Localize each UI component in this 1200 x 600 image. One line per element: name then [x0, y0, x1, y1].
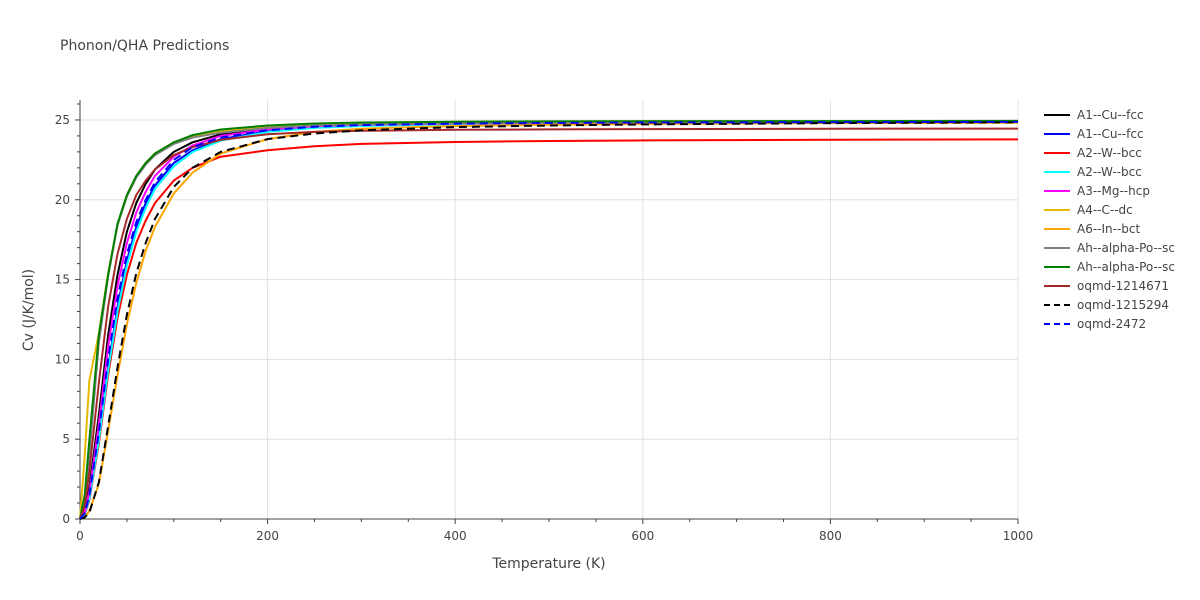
series-group: [79, 119, 1019, 520]
series-line: [79, 120, 1018, 520]
legend-entry-label[interactable]: A2--W--bcc: [1077, 165, 1142, 179]
series-line: [79, 120, 1019, 520]
axes: 0 200 400 600 800 1000 0 5 10 15 20 25: [55, 100, 1034, 543]
legend-entry-label[interactable]: A3--Mg--hcp: [1077, 184, 1150, 198]
series-line: [79, 120, 1019, 520]
x-axis-label: Temperature (K): [491, 556, 605, 572]
x-tick-label: 0: [76, 529, 84, 543]
series-line: [79, 121, 1019, 520]
series-line: [79, 138, 1019, 520]
legend-entry-label[interactable]: A2--W--bcc: [1077, 146, 1142, 160]
series-line: [79, 120, 1019, 520]
y-tick-label: 25: [55, 113, 70, 127]
legend: A1--Cu--fcc A1--Cu--fcc A2--W--bcc A2--W--b…: [1044, 108, 1175, 331]
legend-entry-label[interactable]: Ah--alpha-Po--sc: [1077, 260, 1175, 274]
legend-entry-label[interactable]: oqmd-1214671: [1077, 279, 1169, 293]
x-tick-label: 400: [444, 529, 467, 543]
x-tick-label: 800: [819, 529, 842, 543]
x-tick-label: 600: [631, 529, 654, 543]
legend-entry-label[interactable]: A6--In--bct: [1077, 222, 1141, 236]
x-tick-label: 1000: [1003, 529, 1034, 543]
legend-entry-label[interactable]: A4--C--dc: [1077, 203, 1133, 217]
series-line: [79, 127, 1019, 520]
y-tick-label: 5: [62, 432, 70, 446]
y-tick-label: 20: [55, 193, 70, 207]
legend-entry-label[interactable]: A1--Cu--fcc: [1077, 127, 1144, 141]
legend-entry-label[interactable]: Ah--alpha-Po--sc: [1077, 241, 1175, 255]
y-axis-label: Cv (J/K/mol): [21, 269, 37, 351]
series-line: [79, 121, 1019, 520]
x-tick-label: 200: [256, 529, 279, 543]
chart-title: Phonon/QHA Predictions: [60, 38, 229, 54]
y-tick-label: 10: [55, 352, 70, 366]
series-line: [79, 120, 1019, 520]
series-line: [79, 120, 1019, 520]
y-tick-label: 15: [55, 273, 70, 287]
legend-entry-label[interactable]: A1--Cu--fcc: [1077, 108, 1144, 122]
legend-entry-label[interactable]: oqmd-1215294: [1077, 298, 1169, 312]
y-tick-label: 0: [62, 512, 70, 526]
series-line: [79, 120, 1019, 520]
series-line: [79, 119, 1019, 520]
grid: [80, 100, 1019, 519]
legend-entry-label[interactable]: oqmd-2472: [1077, 317, 1146, 331]
